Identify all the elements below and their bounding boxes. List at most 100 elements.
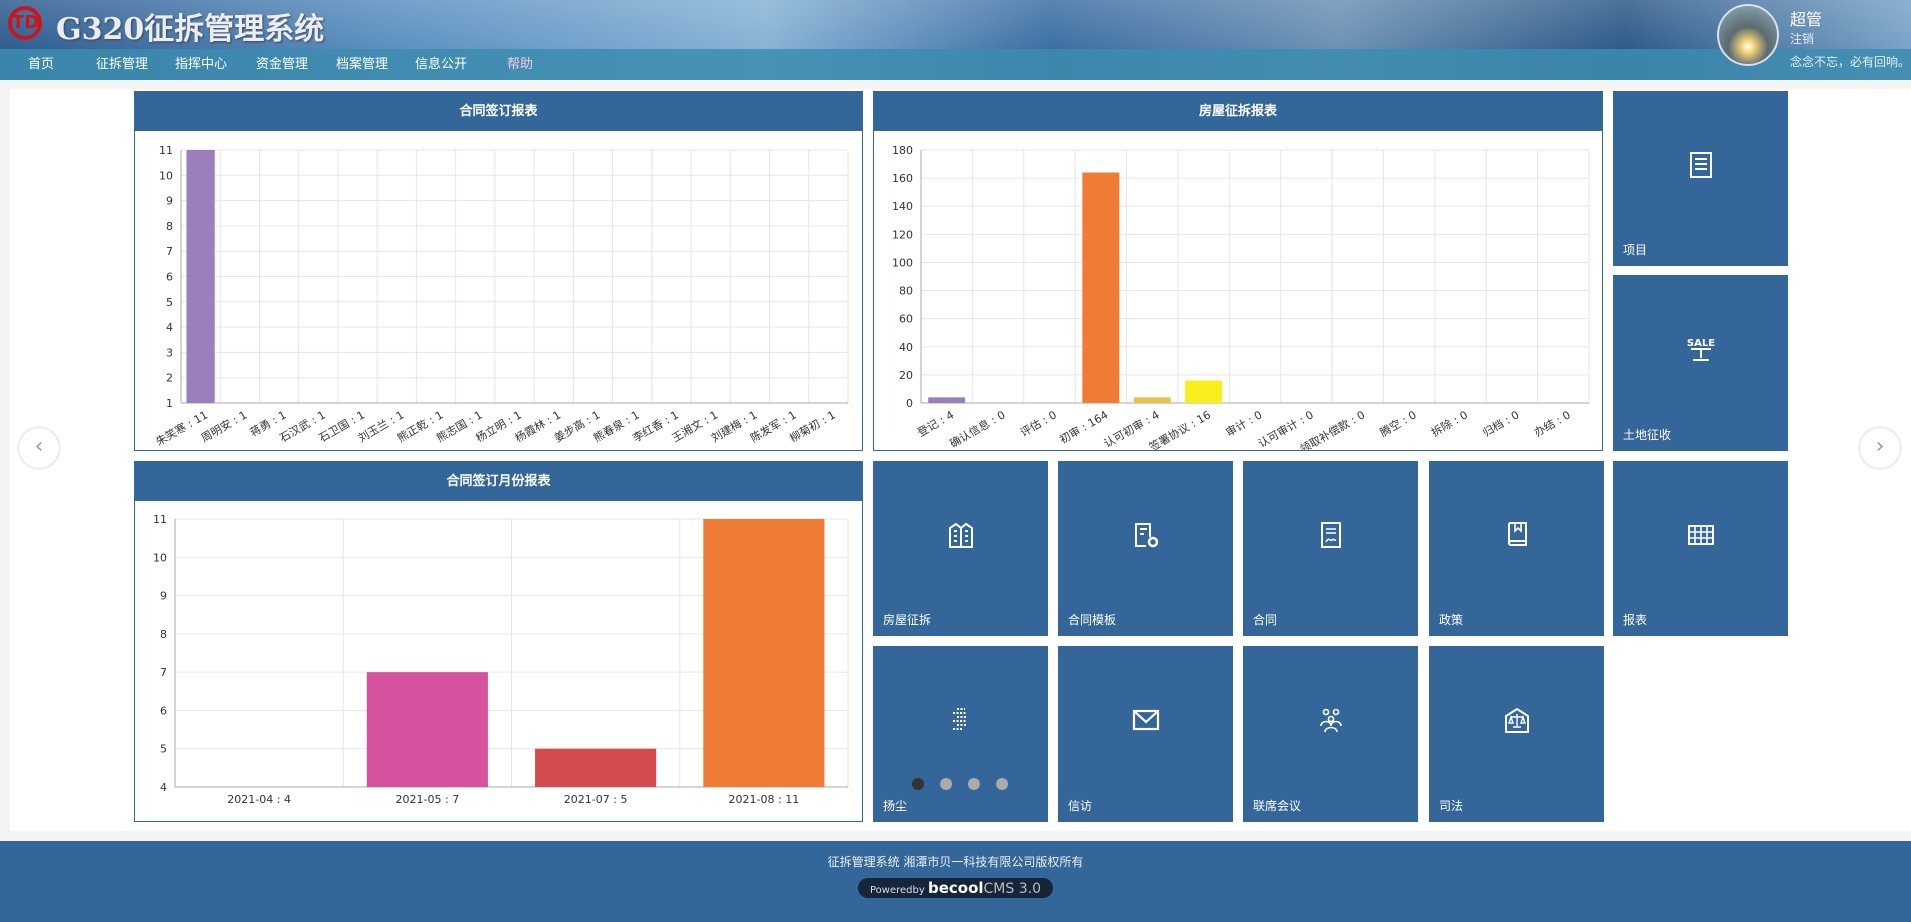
y-tick-label: 10 xyxy=(153,551,167,564)
document-gear-icon xyxy=(1058,521,1233,553)
monthly-chart-panel: 合同签订月份报表 4 5 6 7 8 9 10 11 2021-04 : 4 2021-05 : … xyxy=(134,461,863,822)
bar xyxy=(186,150,215,403)
chevron-left-icon: ‹ xyxy=(34,434,44,459)
carousel-prev-button[interactable]: ‹ xyxy=(19,428,59,468)
tile-label: 房屋征拆 xyxy=(883,613,932,627)
tile-building[interactable]: 房屋征拆 xyxy=(873,461,1048,636)
tile-label: 土地征收 xyxy=(1623,428,1672,442)
tile-book[interactable]: 政策 xyxy=(1429,461,1604,636)
powered-prefix: Poweredby xyxy=(870,885,925,896)
carousel-dot-3[interactable] xyxy=(968,778,980,790)
y-tick-label: 160 xyxy=(892,172,913,185)
bar xyxy=(366,672,488,787)
tile-justice[interactable]: 司法 xyxy=(1429,646,1604,822)
powered-brand: becool xyxy=(927,879,984,897)
book-icon xyxy=(1429,521,1604,553)
tile-label: 合同 xyxy=(1253,613,1278,627)
nav-help[interactable]: 帮助 xyxy=(507,57,534,72)
tile-grid[interactable]: 报表 xyxy=(1613,461,1788,636)
y-tick-label: 8 xyxy=(160,628,167,641)
tile-signed-document[interactable]: 合同 xyxy=(1243,461,1418,636)
footer: 征拆管理系统 湘潭市贝一科技有限公司版权所有 Poweredby becoolC… xyxy=(0,841,1911,922)
bar xyxy=(928,397,966,403)
y-tick-label: 7 xyxy=(160,666,167,679)
x-tick-label: 归档 : 0 xyxy=(1480,407,1521,439)
logo: TD xyxy=(8,6,42,40)
tile-document-gear[interactable]: 合同模板 xyxy=(1058,461,1233,636)
carousel-next-button[interactable]: › xyxy=(1860,428,1900,468)
avatar[interactable] xyxy=(1717,4,1779,66)
tile-label: 司法 xyxy=(1439,799,1464,813)
y-tick-label: 0 xyxy=(906,397,913,410)
y-tick-label: 11 xyxy=(159,144,173,157)
nav-command[interactable]: 指挥中心 xyxy=(175,57,228,72)
x-tick-label: 朱笑寒 : 11 xyxy=(153,407,210,448)
svg-text:SALE: SALE xyxy=(1687,338,1715,349)
powered-by-badge[interactable]: Poweredby becoolCMS 3.0 xyxy=(858,878,1053,898)
signed-document-icon xyxy=(1243,521,1418,553)
user-name: 超管 xyxy=(1790,10,1823,29)
x-tick-label: 审计 : 0 xyxy=(1223,407,1264,439)
copyright-text: 征拆管理系统 湘潭市贝一科技有限公司版权所有 xyxy=(827,855,1084,869)
y-tick-label: 120 xyxy=(892,228,913,241)
x-tick-label: 腾空 : 0 xyxy=(1377,407,1418,439)
y-tick-label: 7 xyxy=(166,245,173,258)
dust-icon xyxy=(873,706,1048,738)
y-tick-label: 4 xyxy=(160,781,167,794)
tile-people[interactable]: 联席会议 xyxy=(1243,646,1418,822)
x-tick-label: 2021-05 : 7 xyxy=(396,793,460,806)
tile-sale-sign[interactable]: SALE 土地征收 xyxy=(1613,275,1788,451)
carousel-dot-4[interactable] xyxy=(996,778,1008,790)
panel-title: 合同签订报表 xyxy=(135,92,862,131)
app-title: G320征拆管理系统 xyxy=(56,12,325,47)
user-motto: 念念不忘，必有回响。 xyxy=(1790,55,1911,69)
y-tick-label: 6 xyxy=(160,704,167,717)
logout-link[interactable]: 注销 xyxy=(1790,32,1815,46)
nav-funds[interactable]: 资金管理 xyxy=(256,57,309,72)
justice-icon xyxy=(1429,706,1604,738)
contract-chart-panel: 合同签订报表 1 2 3 4 5 6 7 8 9 10 11 朱笑寒 : 11 周明安 : 1 蒋勇 : … xyxy=(134,91,863,451)
list-icon xyxy=(1613,151,1788,183)
y-tick-label: 40 xyxy=(899,341,913,354)
y-tick-label: 9 xyxy=(166,195,173,208)
nav-archive[interactable]: 档案管理 xyxy=(336,57,389,72)
panel-title: 房屋征拆报表 xyxy=(874,92,1602,131)
chevron-right-icon: › xyxy=(1875,434,1885,459)
y-tick-label: 9 xyxy=(160,590,167,603)
tile-dust[interactable]: 扬尘 xyxy=(873,646,1048,822)
nav-demolition[interactable]: 征拆管理 xyxy=(96,57,149,72)
y-tick-label: 10 xyxy=(159,169,173,182)
monthly-chart: 4 5 6 7 8 9 10 11 2021-04 : 4 2021-05 : 7 2021-07 … xyxy=(153,513,849,806)
x-tick-label: 办结 : 0 xyxy=(1532,408,1573,439)
tile-envelope[interactable]: 信访 xyxy=(1058,646,1233,822)
tile-label: 扬尘 xyxy=(883,799,908,813)
people-icon xyxy=(1243,706,1418,738)
x-tick-label: 确认信息 : 0 xyxy=(947,407,1007,450)
bar xyxy=(1185,380,1223,403)
powered-suffix: CMS 3.0 xyxy=(983,881,1041,897)
x-tick-label: 2021-08 : 11 xyxy=(729,793,800,806)
y-tick-label: 8 xyxy=(166,220,173,233)
x-tick-label: 登记 : 4 xyxy=(915,407,956,439)
carousel-dot-1[interactable] xyxy=(912,778,924,790)
tile-label: 合同模板 xyxy=(1068,613,1117,627)
tile-list[interactable]: 项目 xyxy=(1613,91,1788,266)
x-tick-label: 拆除 : 0 xyxy=(1429,407,1470,439)
x-tick-label: 2021-07 : 5 xyxy=(564,793,628,806)
nav-info[interactable]: 信息公开 xyxy=(415,57,468,72)
y-tick-label: 4 xyxy=(166,321,173,334)
sale-sign-icon: SALE xyxy=(1613,335,1788,367)
carousel-dot-2[interactable] xyxy=(940,778,952,790)
tile-label: 联席会议 xyxy=(1253,799,1302,813)
bar xyxy=(703,519,825,787)
y-tick-label: 6 xyxy=(166,271,173,284)
envelope-icon xyxy=(1058,706,1233,738)
y-tick-label: 1 xyxy=(166,397,173,410)
bar xyxy=(1082,172,1120,403)
x-tick-label: 评估 : 0 xyxy=(1018,408,1059,439)
bar xyxy=(1133,397,1171,403)
grid-icon xyxy=(1613,521,1788,553)
nav-home[interactable]: 首页 xyxy=(28,57,55,72)
